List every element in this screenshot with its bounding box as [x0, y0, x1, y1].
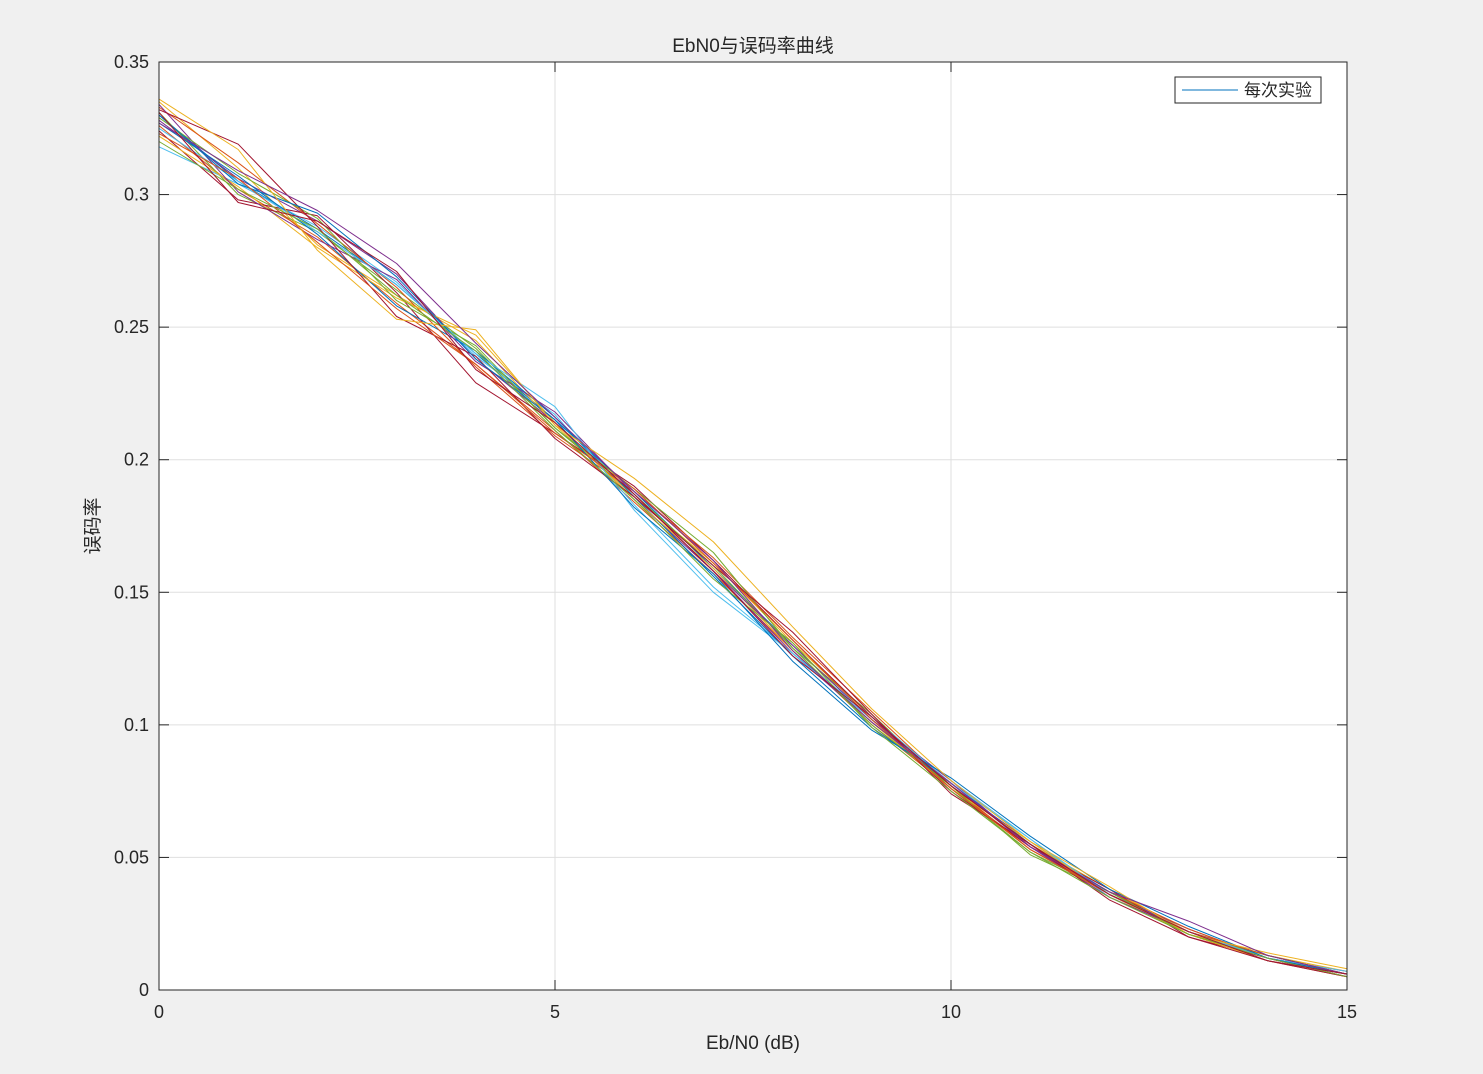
- grid: [159, 62, 1347, 990]
- series-line-18: [158, 122, 1348, 975]
- legend-label: 每次实验: [1244, 81, 1312, 100]
- legend[interactable]: 每次实验: [1174, 76, 1322, 104]
- x-tick-label: 0: [154, 1002, 164, 1022]
- y-tick-label: 0.05: [114, 847, 149, 867]
- ticks: 0 5 10 15 0 0.05 0.1 0.15 0.2 0.25 0.3 0.35: [114, 52, 1357, 1022]
- series-line-19: [158, 141, 1348, 978]
- x-tick-label: 5: [550, 1002, 560, 1022]
- y-tick-label: 0.15: [114, 582, 149, 602]
- series-line-4: [158, 119, 1348, 975]
- x-tick-label: 10: [941, 1002, 961, 1022]
- series-line-14: [158, 109, 1348, 978]
- y-tick-label: 0.1: [124, 715, 149, 735]
- x-tick-label: 15: [1337, 1002, 1357, 1022]
- y-tick-label: 0.3: [124, 185, 149, 205]
- axes-box: [158, 61, 1348, 991]
- chart-title: EbN0与误码率曲线: [672, 35, 834, 57]
- plot-area: [159, 62, 1347, 990]
- series-line-20: [158, 112, 1348, 975]
- y-tick-label: 0.2: [124, 450, 149, 470]
- series-lines: [158, 98, 1348, 978]
- y-tick-label: 0.25: [114, 317, 149, 337]
- y-tick-label: 0.35: [114, 52, 149, 72]
- series-line-15: [158, 114, 1348, 975]
- y-tick-label: 0: [139, 980, 149, 1000]
- y-axis-label: 误码率: [82, 497, 104, 554]
- x-axis-label: Eb/N0 (dB): [706, 1033, 800, 1054]
- series-line-17: [158, 98, 1348, 970]
